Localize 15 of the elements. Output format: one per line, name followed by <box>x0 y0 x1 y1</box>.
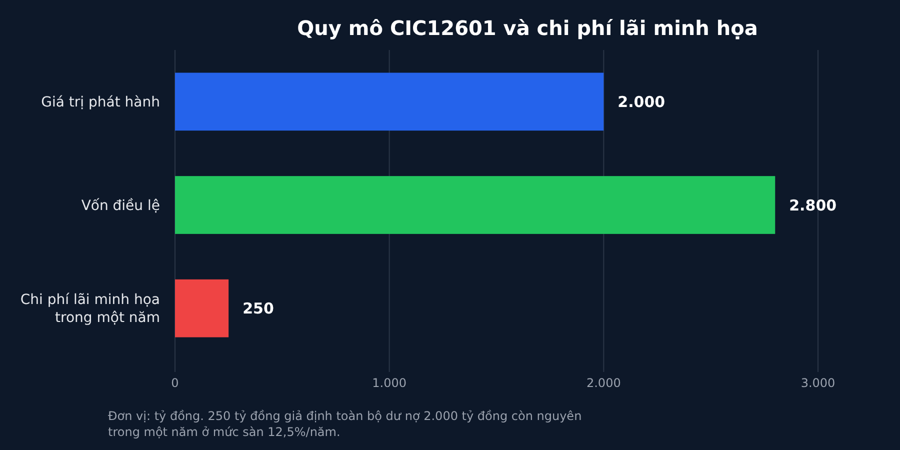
x-tick-label: 3.000 <box>800 376 836 390</box>
text: Đơn vị: tỷ đồng. 250 tỷ đồng giả định toàn bộ dư nợ 2.000 tỷ đồng còn nguyên trong một năm ở mức sàn 12,5%/năm. <box>108 409 582 439</box>
bar <box>175 72 604 131</box>
data-label: 2.800 <box>789 196 837 214</box>
data-label: 2.000 <box>618 92 666 111</box>
bar <box>175 279 229 338</box>
x-tick-label: 1.000 <box>372 376 407 390</box>
y-tick-label: Giá trị phát hành <box>41 94 160 111</box>
data-label: 250 <box>242 300 274 318</box>
y-tick-label: Vốn điều lệ <box>81 198 160 214</box>
chart-title: Quy mô CIC12601 và chi phí lãi minh họa <box>297 16 758 40</box>
x-tick-label: 0 <box>171 376 179 390</box>
x-tick-label: 2.000 <box>586 376 621 390</box>
y-tick-label: Chi phí lãi minh họa trong một năm <box>20 292 160 326</box>
bar <box>175 176 776 234</box>
